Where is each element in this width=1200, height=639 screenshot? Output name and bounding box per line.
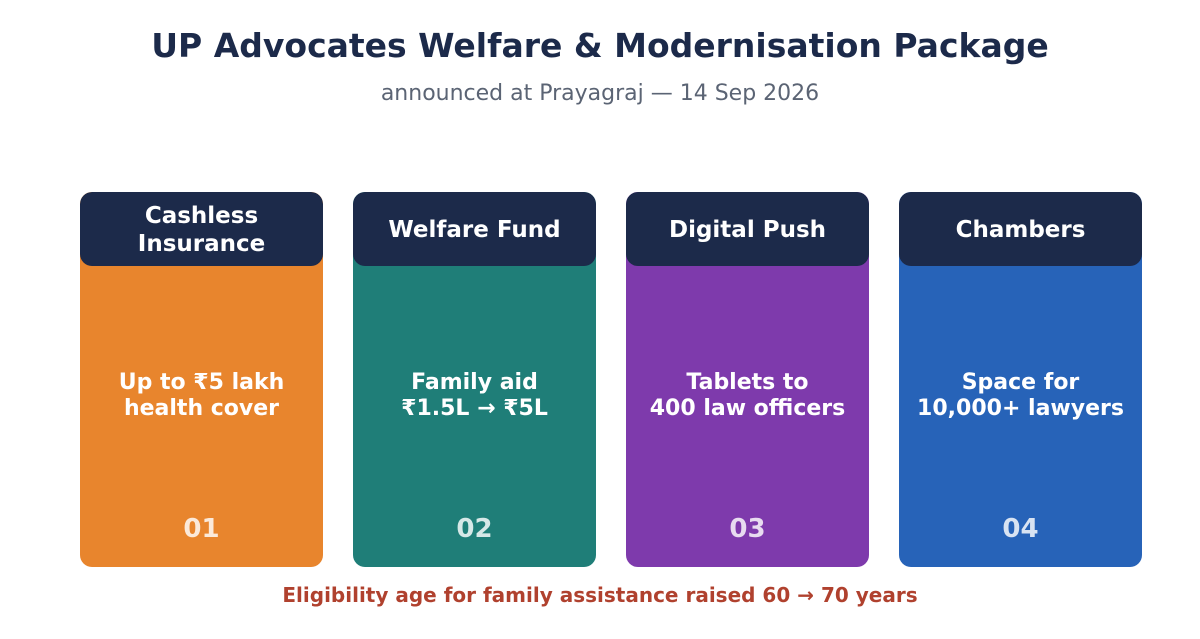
card-header: Welfare Fund xyxy=(353,192,596,266)
card-number: 01 xyxy=(183,514,220,544)
card-digital-push: Digital Push Tablets to 400 law officers… xyxy=(626,192,869,567)
page-title: UP Advocates Welfare & Modernisation Pac… xyxy=(151,26,1049,65)
card-chambers: Chambers Space for 10,000+ lawyers 04 xyxy=(899,192,1142,567)
card-cashless-insurance: Cashless Insurance Up to ₹5 lakh health … xyxy=(80,192,323,567)
footer-note: Eligibility age for family assistance ra… xyxy=(282,583,918,607)
card-title: Welfare Fund xyxy=(388,217,561,243)
card-welfare-fund: Welfare Fund Family aid ₹1.5L → ₹5L 02 xyxy=(353,192,596,567)
card-description: Up to ₹5 lakh health cover xyxy=(118,370,285,421)
card-description: Family aid ₹1.5L → ₹5L xyxy=(401,370,548,421)
card-number: 04 xyxy=(1002,514,1039,544)
card-title: Digital Push xyxy=(668,217,827,243)
card-title: Chambers xyxy=(955,217,1086,243)
card-header: Chambers xyxy=(899,192,1142,266)
card-description: Tablets to 400 law officers xyxy=(649,370,846,421)
page-subtitle: announced at Prayagraj — 14 Sep 2026 xyxy=(380,81,820,106)
card-description: Space for 10,000+ lawyers xyxy=(917,370,1124,421)
card-header: Digital Push xyxy=(626,192,869,266)
card-title: Cashless Insurance xyxy=(137,203,266,257)
card-header: Cashless Insurance xyxy=(80,192,323,266)
card-number: 03 xyxy=(729,514,766,544)
card-number: 02 xyxy=(456,514,493,544)
